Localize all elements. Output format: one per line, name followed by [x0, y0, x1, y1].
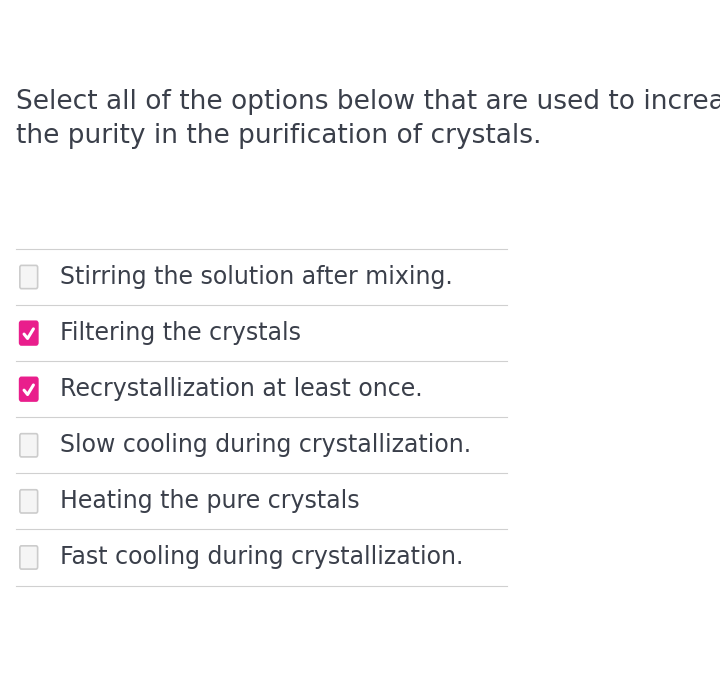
Text: Select all of the options below that are used to increase
the purity in the puri: Select all of the options below that are… [16, 89, 720, 149]
Text: Fast cooling during crystallization.: Fast cooling during crystallization. [60, 545, 464, 570]
FancyBboxPatch shape [20, 265, 37, 289]
FancyBboxPatch shape [20, 434, 37, 457]
Text: Heating the pure crystals: Heating the pure crystals [60, 489, 360, 514]
Text: Stirring the solution after mixing.: Stirring the solution after mixing. [60, 265, 453, 289]
FancyBboxPatch shape [20, 321, 37, 345]
Text: Slow cooling during crystallization.: Slow cooling during crystallization. [60, 433, 471, 458]
FancyBboxPatch shape [20, 546, 37, 569]
Text: Recrystallization at least once.: Recrystallization at least once. [60, 377, 423, 402]
Text: Filtering the crystals: Filtering the crystals [60, 321, 301, 345]
FancyBboxPatch shape [20, 378, 37, 401]
FancyBboxPatch shape [20, 490, 37, 513]
